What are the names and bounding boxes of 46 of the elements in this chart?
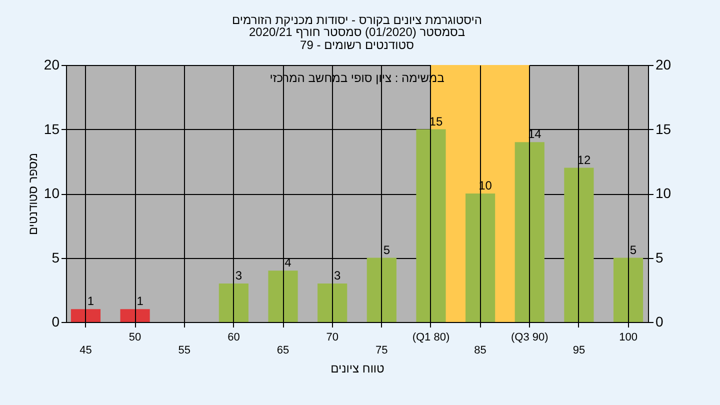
bar (564, 168, 594, 322)
x-tick-label: (Q1 80) (412, 332, 450, 344)
y2-tick-label: 15 (656, 120, 672, 137)
y2-tick-label: 20 (656, 56, 672, 72)
x-tick-label: 100 (619, 332, 638, 344)
chart-title: היסטוגרמת ציונים בקורס - יסודות מכניקת הזורמים (232, 13, 482, 27)
y-tick-label: 5 (52, 249, 60, 266)
x-tick-label: 85 (474, 344, 486, 356)
data-label: 1 (87, 294, 94, 308)
bar (318, 283, 348, 322)
x-tick-label: 75 (376, 344, 388, 356)
y-tick-label: 10 (44, 185, 60, 201)
data-label: 4 (284, 256, 292, 270)
bar (366, 258, 396, 322)
data-label: 12 (577, 152, 591, 167)
bar (514, 142, 544, 322)
y2-tick-label: 0 (656, 314, 664, 330)
bar (218, 283, 248, 322)
data-label: 3 (235, 268, 242, 282)
data-label: 1 (136, 294, 144, 308)
x-tick-label: 60 (228, 332, 240, 344)
data-label: 5 (630, 242, 637, 257)
x-tick-label: 50 (128, 332, 142, 344)
x-tick-label: 95 (572, 344, 586, 356)
x-tick-label: (Q3 90) (510, 332, 548, 344)
x-tick-label: 70 (326, 332, 338, 344)
data-label: 3 (334, 268, 341, 282)
y-tick-label: 15 (44, 120, 60, 137)
bar (466, 194, 496, 322)
y2-tick-label: 10 (656, 185, 672, 201)
y-tick-label: 20 (44, 56, 60, 72)
bar (416, 129, 446, 322)
data-label: 5 (383, 242, 390, 257)
y-tick-label: 0 (52, 314, 60, 330)
bar (120, 309, 150, 322)
bar (70, 309, 101, 322)
chart-subtitle: בסמסטר (01/2020) סמסטר חורף 2020/21 סטודנטים רשומים - 79 (248, 25, 466, 52)
y2-tick-label: 5 (656, 249, 664, 266)
x-tick-label: 45 (80, 344, 92, 356)
data-label: 15 (429, 114, 443, 128)
bar (613, 258, 644, 322)
x-tick-label: 55 (178, 344, 190, 356)
x-tick-label: 65 (276, 344, 290, 356)
bar (268, 270, 298, 322)
x-axis-title: טווח ציונים (330, 362, 385, 376)
y-axis-title: מספר סטודנטים (26, 152, 40, 236)
